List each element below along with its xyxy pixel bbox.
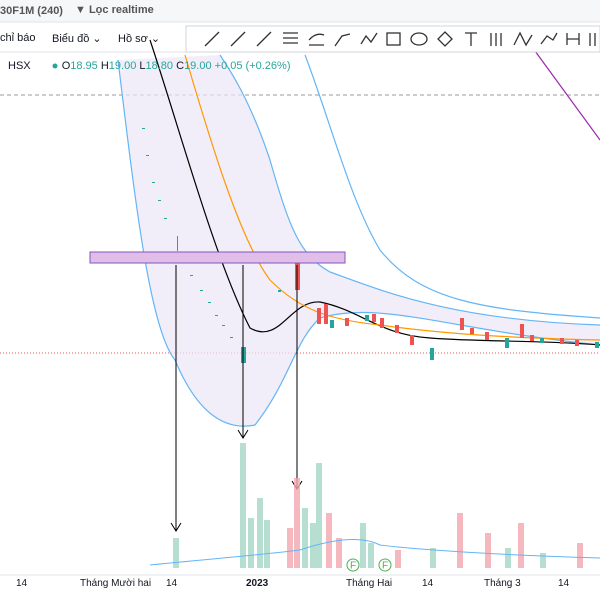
x-axis-label: 14 [166,578,178,589]
open-value: 18.95 [70,60,98,72]
legend-row: HSX O18.95 H19.00 L18.80 C19.00 +0.05 (+… [8,60,291,72]
tool-icons[interactable] [204,31,596,47]
event-marker: F [350,561,356,572]
x-axis-label: Tháng Hai [346,578,393,589]
close-label: C [176,60,185,72]
event-icons [346,558,392,572]
x-axis-label: Tháng 3 [484,578,521,589]
event-marker: F [382,561,388,572]
filter-label: Lọc realtime [88,4,154,16]
outer-band [304,54,600,319]
symbol-interval[interactable]: 30F1M (240) [0,5,63,17]
open-label: O [61,60,71,72]
x-axis-label: 2023 [246,578,269,589]
volume-bars [287,478,583,568]
volume-ma [149,539,600,566]
close-value: 19.00 [184,60,212,72]
chart-button[interactable]: Biểu đồ ⌄ [52,33,102,45]
low-label: L [139,60,146,72]
candles [295,262,579,346]
drawing-toolbar [185,25,600,53]
trend-line [526,39,600,141]
x-axis-label: Tháng Mười hai [80,578,152,589]
profile-button[interactable]: Hồ sơ ⌄ [118,33,161,45]
x-axis-label: 14 [16,578,28,589]
indicator-button[interactable]: chỉ báo [0,32,36,44]
lower-band [117,59,600,427]
chart-label: Biểu đồ [52,33,90,45]
low-value: 18.80 [145,60,174,72]
arrows [170,265,303,532]
status-dot [52,63,58,69]
top-bar [0,0,600,22]
x-axis-label: 14 [422,578,434,589]
filter-button[interactable]: ▼ Lọc realtime [75,4,154,16]
ma-black [149,39,600,346]
profile-label: Hồ sơ [118,33,148,45]
band-fill [118,55,600,427]
high-label: H [100,60,109,72]
high-value: 19.00 [108,60,137,72]
x-axis-label: 14 [558,578,570,589]
zone-box [89,251,346,264]
change-value: +0.05 (+0.26%) [214,60,291,72]
ma-orange [184,54,600,341]
exchange: HSX [8,60,31,72]
